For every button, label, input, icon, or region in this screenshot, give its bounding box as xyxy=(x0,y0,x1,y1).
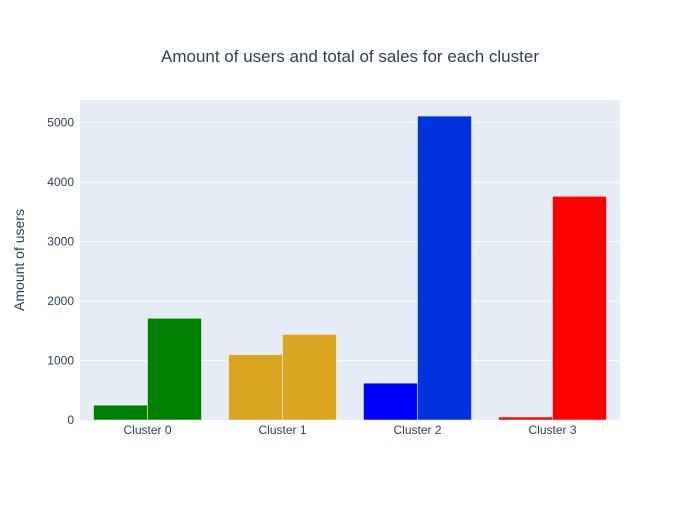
bar-users-cluster-2 xyxy=(363,382,418,421)
x-tick-label: Cluster 3 xyxy=(528,423,576,437)
x-tick-label: Cluster 1 xyxy=(258,423,306,437)
bar-users-cluster-3 xyxy=(498,416,553,421)
y-tick-label: 1000 xyxy=(47,354,74,368)
bar-sales-cluster-2 xyxy=(417,115,472,421)
x-tick-label: Cluster 0 xyxy=(123,423,171,437)
y-tick-label: 3000 xyxy=(47,235,74,249)
bar-users-cluster-0 xyxy=(93,404,148,421)
bars xyxy=(93,115,607,421)
y-axis-ticks: 0 1000 2000 3000 4000 5000 xyxy=(47,116,74,427)
bar-sales-cluster-3 xyxy=(552,196,607,421)
chart-title: Amount of users and total of sales for e… xyxy=(161,47,539,66)
bar-users-cluster-1 xyxy=(228,354,283,421)
bar-sales-cluster-1 xyxy=(282,334,337,421)
y-tick-label: 2000 xyxy=(47,294,74,308)
y-axis-title: Amount of users xyxy=(11,209,27,311)
y-tick-label: 0 xyxy=(67,413,74,427)
x-tick-label: Cluster 2 xyxy=(393,423,441,437)
x-axis-ticks: Cluster 0 Cluster 1 Cluster 2 Cluster 3 xyxy=(123,423,576,437)
bar-sales-cluster-0 xyxy=(147,318,202,421)
y-tick-label: 5000 xyxy=(47,116,74,130)
y-tick-label: 4000 xyxy=(47,175,74,189)
